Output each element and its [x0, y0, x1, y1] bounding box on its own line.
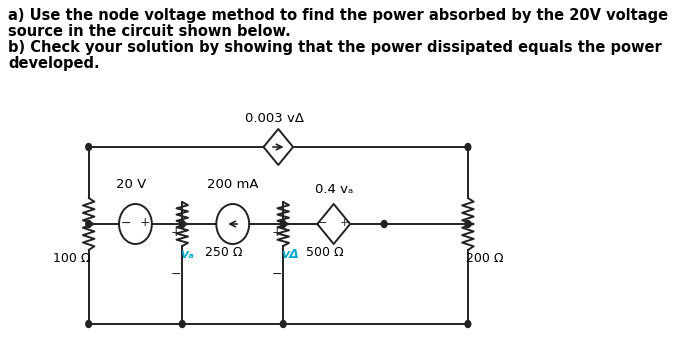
Text: 500 Ω: 500 Ω: [306, 246, 344, 259]
Text: vₐ: vₐ: [181, 248, 195, 261]
Text: −: −: [170, 267, 181, 280]
Circle shape: [280, 320, 286, 328]
Circle shape: [382, 221, 387, 227]
Circle shape: [465, 221, 471, 227]
Text: 200 mA: 200 mA: [207, 178, 258, 191]
Text: 250 Ω: 250 Ω: [205, 246, 243, 259]
Text: 0.003 vΔ: 0.003 vΔ: [245, 112, 304, 125]
Text: −: −: [318, 218, 328, 228]
Text: 0.4 vₐ: 0.4 vₐ: [314, 183, 353, 196]
Text: +: +: [140, 216, 150, 229]
Text: −: −: [272, 267, 282, 280]
Text: +: +: [340, 218, 349, 228]
Text: a) Use the node voltage method to find the power absorbed by the 20V voltage: a) Use the node voltage method to find t…: [8, 8, 668, 23]
Circle shape: [465, 144, 471, 150]
Polygon shape: [317, 204, 350, 244]
Text: +: +: [272, 225, 282, 238]
Text: 100 Ω: 100 Ω: [53, 252, 91, 265]
Circle shape: [179, 221, 185, 227]
Circle shape: [86, 221, 92, 227]
Text: 200 Ω: 200 Ω: [466, 252, 503, 265]
Polygon shape: [263, 129, 293, 165]
Text: source in the circuit shown below.: source in the circuit shown below.: [8, 24, 291, 39]
Circle shape: [280, 221, 286, 227]
Text: −: −: [120, 216, 131, 229]
Circle shape: [179, 320, 185, 328]
Text: vΔ: vΔ: [281, 248, 300, 261]
Circle shape: [86, 144, 92, 150]
Text: 20 V: 20 V: [116, 178, 146, 191]
Text: developed.: developed.: [8, 56, 100, 71]
Text: b) Check your solution by showing that the power dissipated equals the power: b) Check your solution by showing that t…: [8, 40, 662, 55]
Text: +: +: [170, 225, 181, 238]
Circle shape: [86, 320, 92, 328]
Circle shape: [465, 320, 471, 328]
Circle shape: [216, 204, 249, 244]
Circle shape: [119, 204, 152, 244]
